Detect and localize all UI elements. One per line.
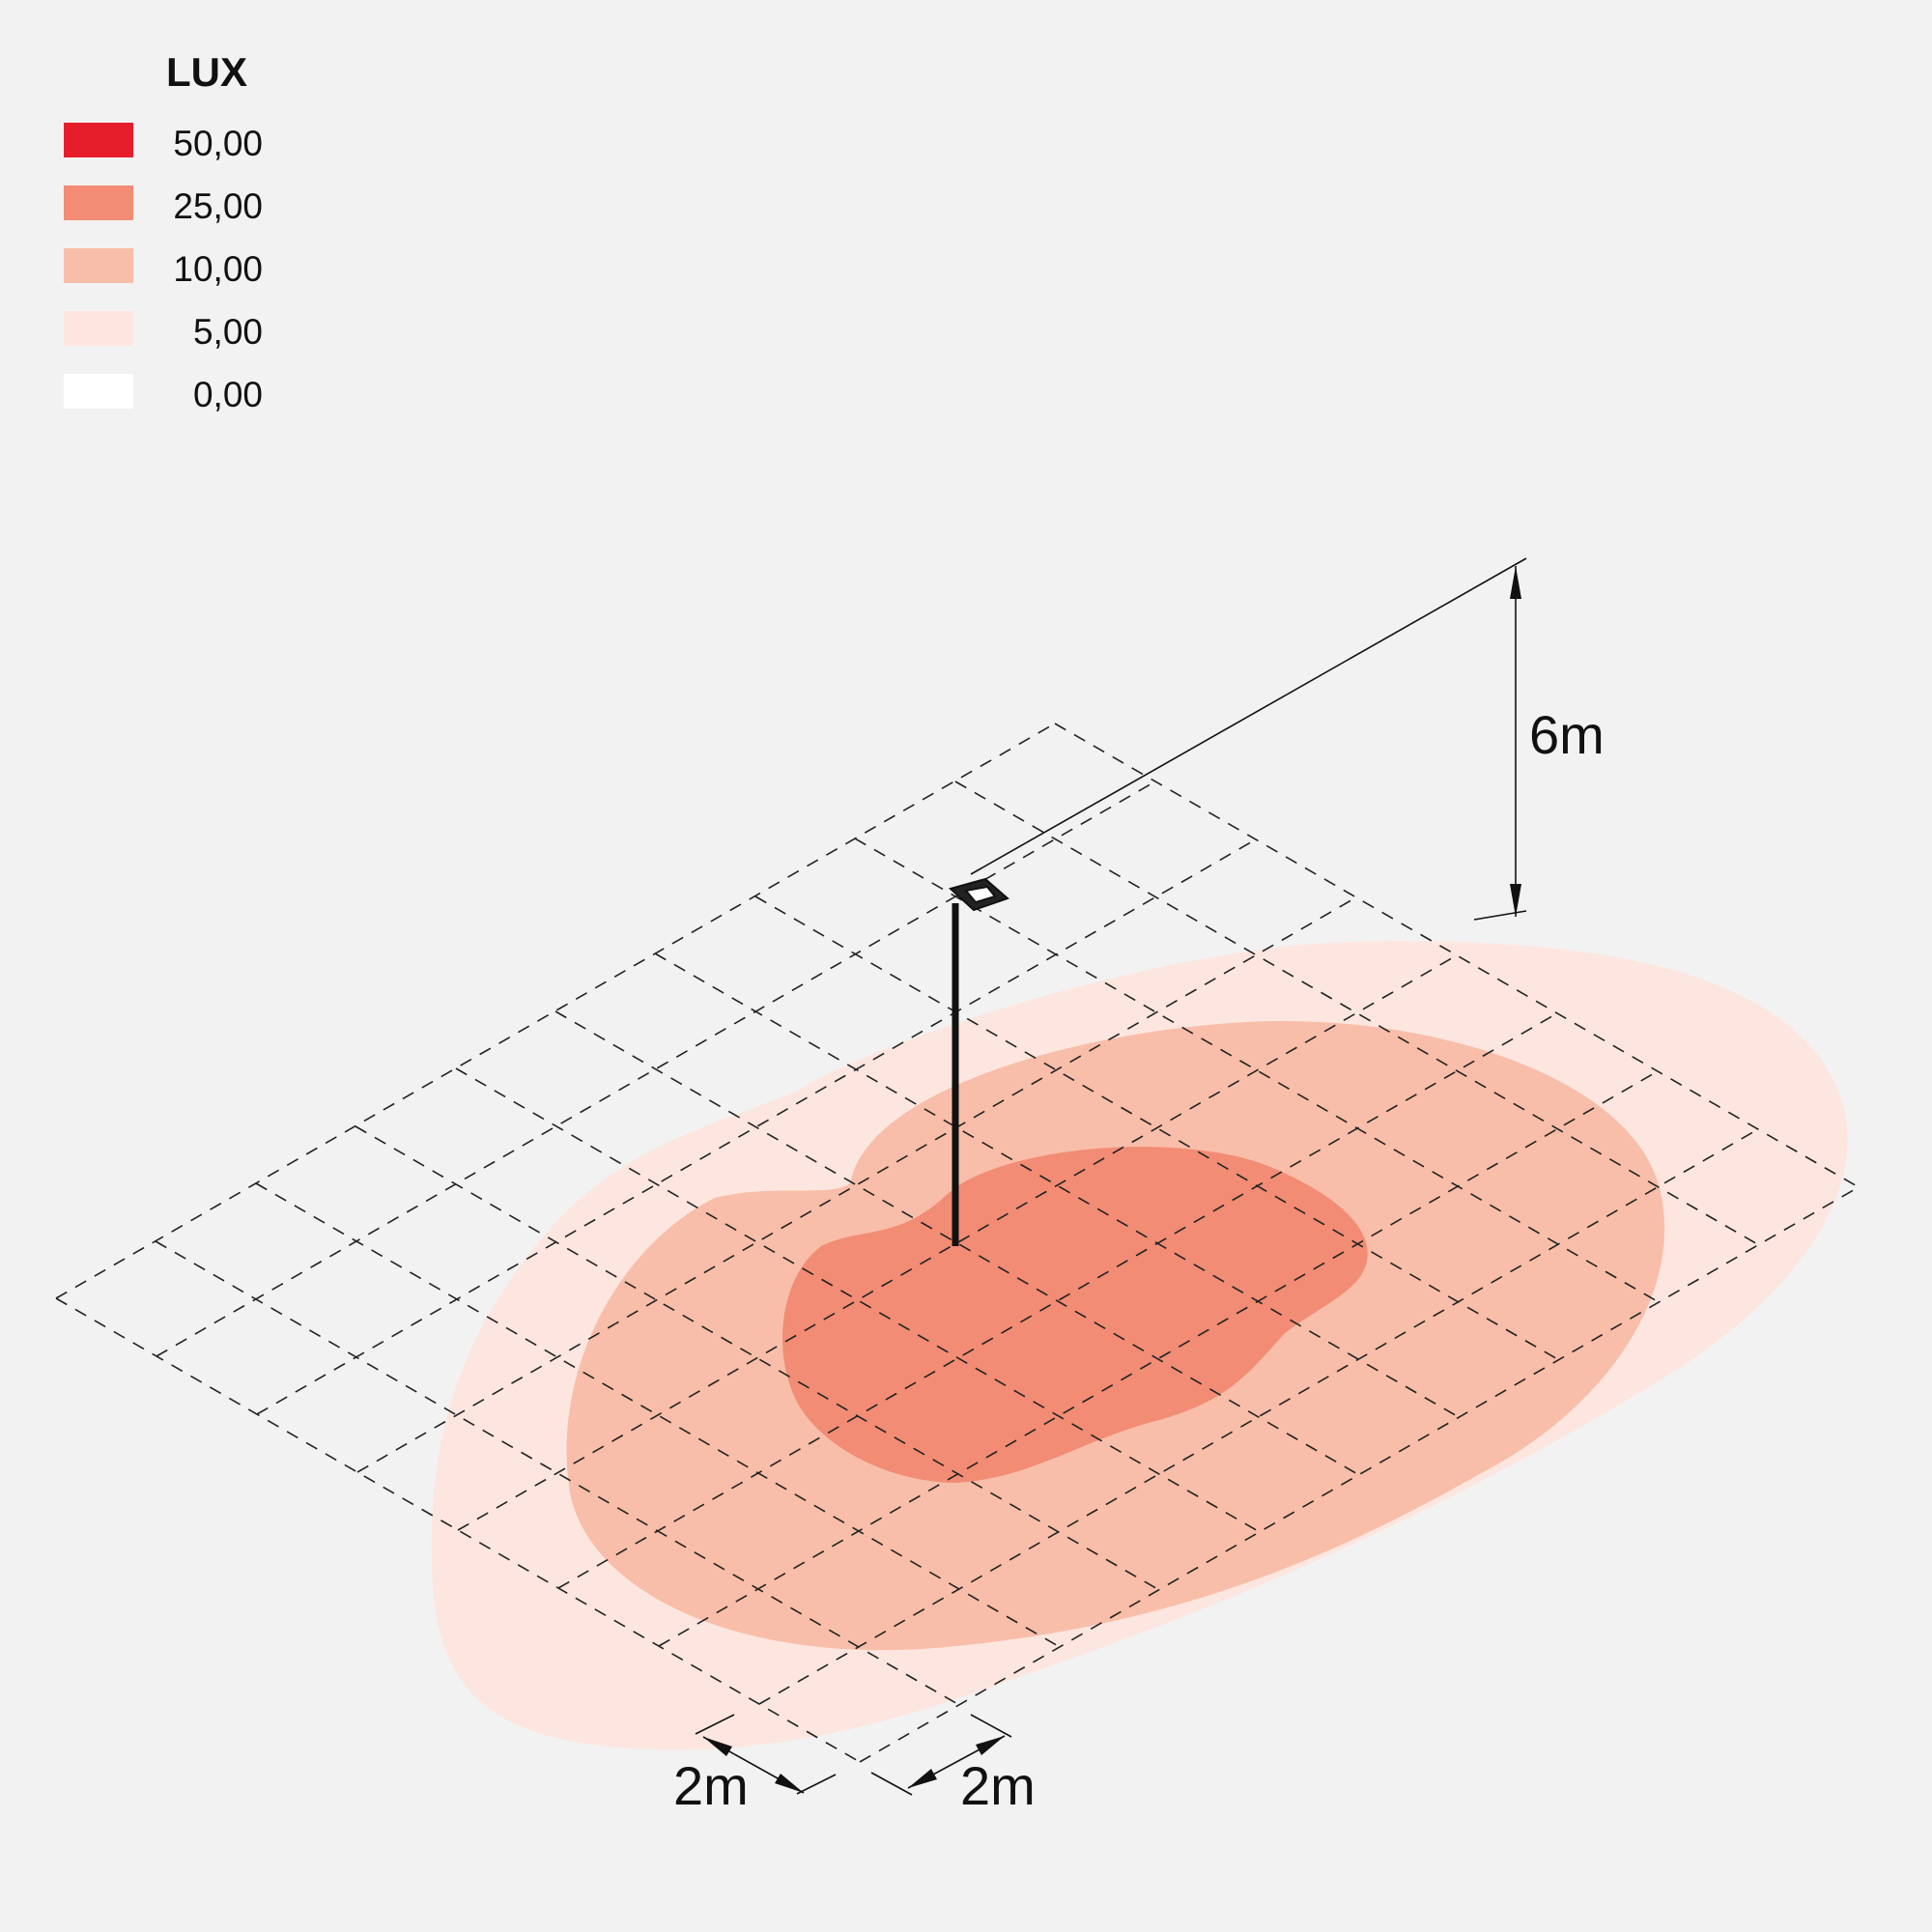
grid-spacing-dimensions: 2m 2m [673, 1714, 1036, 1816]
height-extension-line-bottom [1473, 910, 1527, 921]
luminaire-detail [964, 885, 997, 904]
grid-line [859, 1186, 1860, 1763]
grid-line [55, 723, 1056, 1299]
spacing-label-right: 2m [960, 1755, 1036, 1816]
legend-value-50: 50,00 [173, 124, 263, 163]
floor-grid [55, 723, 1860, 1763]
legend-swatch-25 [64, 185, 133, 220]
spacing-extension-line [695, 1714, 735, 1735]
height-dimension: 6m [970, 557, 1605, 921]
grid-line [457, 954, 1458, 1531]
height-extension-line-top [970, 557, 1527, 875]
grid-line [658, 1070, 1659, 1647]
legend-value-10: 10,00 [173, 249, 263, 289]
legend-swatch-5 [64, 311, 133, 346]
grid-line [356, 896, 1357, 1473]
legend-value-25: 25,00 [173, 186, 263, 226]
spacing-extension-line [970, 1714, 1012, 1738]
grid-line [156, 781, 1156, 1357]
spacing-right-arrow-start-icon [908, 1769, 937, 1788]
spacing-left-arrow-start-icon [703, 1737, 732, 1756]
spacing-extension-line [870, 1772, 913, 1796]
spacing-right-arrow-end-icon [976, 1736, 1005, 1755]
grid-line [256, 838, 1257, 1415]
legend-value-0: 0,00 [193, 375, 263, 414]
spacing-left-arrow-end-icon [775, 1774, 804, 1793]
legend-value-5: 5,00 [193, 312, 263, 352]
height-arrow-bottom-icon [1510, 884, 1521, 917]
lamp-post [948, 877, 1009, 1246]
legend-swatch-50 [64, 123, 133, 157]
height-label: 6m [1529, 704, 1605, 765]
legend: LUX 50,00 25,00 10,00 5,00 0,00 [64, 49, 263, 414]
spacing-extension-line [796, 1774, 837, 1795]
legend-swatch-10 [64, 248, 133, 283]
illuminance-contours [431, 941, 1848, 1750]
contour-25-lux [782, 1147, 1368, 1483]
grid-line [758, 1128, 1759, 1705]
height-arrow-top-icon [1510, 566, 1521, 599]
legend-swatch-0 [64, 374, 133, 409]
legend-title: LUX [166, 49, 247, 95]
grid-line [557, 1012, 1558, 1589]
spacing-label-left: 2m [673, 1755, 749, 1816]
